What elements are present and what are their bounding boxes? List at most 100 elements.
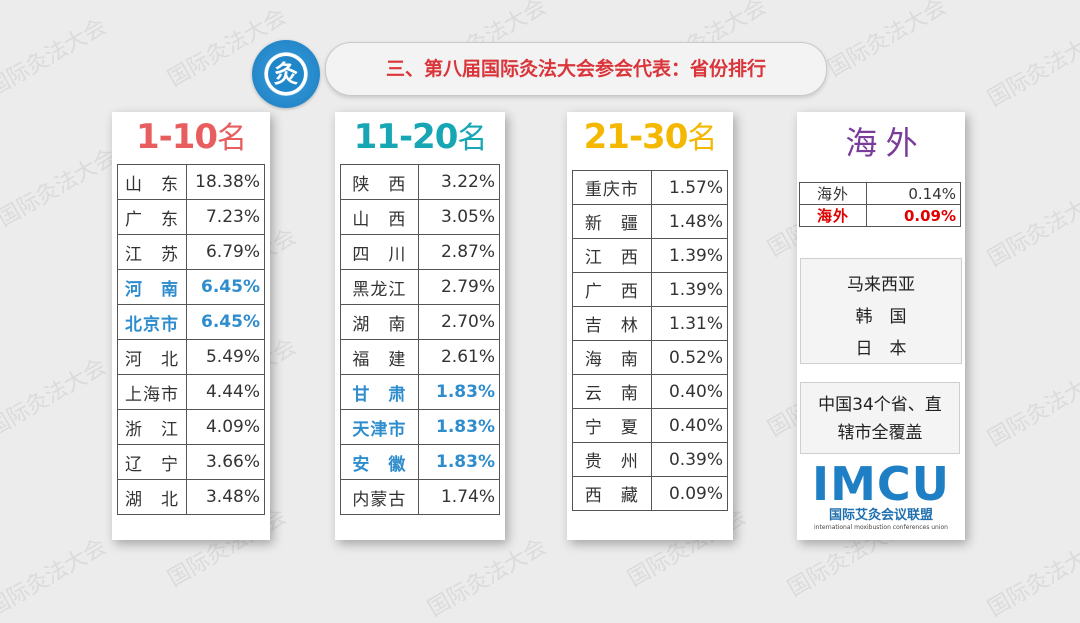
country-name: 日 本: [855, 339, 907, 359]
table-row: 江 苏 6.79%: [117, 234, 266, 270]
region-name: 陕 西: [340, 164, 419, 200]
region-percentage: 0.14%: [866, 182, 961, 205]
imcu-logo-text: IMCU: [811, 457, 950, 511]
overseas-heading: 海 外: [845, 124, 917, 162]
region-name: 福 建: [340, 339, 419, 375]
moxibustion-logo-icon: 灸: [268, 56, 304, 92]
region-percentage: 3.22%: [417, 164, 501, 200]
table-row: 湖 南 2.70%: [340, 304, 501, 340]
table-row: 辽 宁 3.66%: [117, 444, 266, 480]
table-row: 安 徽 1.83%: [340, 444, 501, 480]
region-name: 北京市: [117, 304, 187, 340]
table-row: 海 南 0.52%: [572, 340, 729, 375]
region-name: 海 南: [572, 340, 652, 375]
imcu-english-name: international moxibustion conferences un…: [814, 524, 948, 531]
region-name: 广 东: [117, 199, 187, 235]
coverage-line: 中国34个省、直: [818, 395, 942, 415]
region-percentage: 3.48%: [185, 479, 266, 515]
rank-range: 21-30: [583, 117, 689, 157]
table-row: 海外 0.09%: [798, 204, 961, 227]
region-name: 上海市: [117, 374, 187, 410]
region-percentage: 2.61%: [417, 339, 501, 375]
region-percentage: 0.40%: [650, 374, 729, 409]
region-percentage: 3.05%: [417, 199, 501, 235]
region-percentage: 5.49%: [185, 339, 266, 375]
rank-card-heading: 21-30名: [567, 112, 733, 162]
region-name: 浙 江: [117, 409, 187, 445]
table-row: 重庆市 1.57%: [572, 170, 729, 205]
watermark-text: 国际灸法大会: [823, 0, 951, 82]
table-row: 甘 肃 1.83%: [340, 374, 501, 410]
watermark-text: 国际灸法大会: [983, 364, 1080, 452]
table-row: 宁 夏 0.40%: [572, 408, 729, 443]
table-row: 河 北 5.49%: [117, 339, 266, 375]
region-name: 山 东: [117, 164, 187, 200]
rank-unit: 名: [687, 121, 717, 156]
region-percentage: 3.66%: [185, 444, 266, 480]
watermark-text: 国际灸法大会: [0, 14, 111, 102]
region-name: 河 北: [117, 339, 187, 375]
table-row: 江 西 1.39%: [572, 238, 729, 273]
imcu-chinese-name: 国际艾灸会议联盟: [828, 508, 933, 523]
region-name: 黑龙江: [340, 269, 419, 305]
watermark-text: 国际灸法大会: [0, 354, 111, 442]
table-row: 湖 北 3.48%: [117, 479, 266, 515]
region-percentage: 0.09%: [650, 476, 729, 511]
region-percentage: 6.45%: [185, 304, 266, 340]
coverage-box: 中国34个省、直 辖市全覆盖: [800, 382, 960, 454]
region-percentage: 1.31%: [650, 306, 729, 341]
rank-range: 1-10: [135, 117, 218, 157]
table-row: 吉 林 1.31%: [572, 306, 729, 341]
region-percentage: 1.83%: [417, 409, 501, 445]
region-percentage: 0.52%: [650, 340, 729, 375]
rank-table: 重庆市 1.57% 新 疆 1.48% 江 西 1.39% 广 西 1.39% 吉 林 1.31%…: [572, 170, 729, 511]
country-name: 马来西亚: [847, 275, 915, 295]
table-row: 内蒙古 1.74%: [340, 479, 501, 515]
table-row: 天津市 1.83%: [340, 409, 501, 445]
region-name: 江 苏: [117, 234, 187, 270]
rank-unit: 名: [217, 121, 247, 156]
region-name: 四 川: [340, 234, 419, 270]
table-row: 云 南 0.40%: [572, 374, 729, 409]
table-row: 陕 西 3.22%: [340, 164, 501, 200]
region-name: 天津市: [340, 409, 419, 445]
region-name: 吉 林: [572, 306, 652, 341]
watermark-text: 国际灸法大会: [0, 534, 111, 622]
watermark-text: 国际灸法大会: [983, 184, 1080, 272]
table-row: 河 南 6.45%: [117, 269, 266, 305]
region-percentage: 4.09%: [185, 409, 266, 445]
region-name: 内蒙古: [340, 479, 419, 515]
table-row: 贵 州 0.39%: [572, 442, 729, 477]
region-name: 海外: [798, 182, 868, 205]
region-percentage: 6.79%: [185, 234, 266, 270]
country-name: 韩 国: [855, 307, 907, 327]
region-name: 江 西: [572, 238, 652, 273]
rank-card-heading: 11-20名: [335, 112, 505, 162]
region-percentage: 0.40%: [650, 408, 729, 443]
overseas-card: 海 外 海外 0.14% 海外 0.09% 马来西亚韩 国日 本 中国34个省、直 辖…: [797, 112, 965, 540]
rank-range: 11-20: [353, 117, 459, 157]
rank-card-11-20: 11-20名 陕 西 3.22% 山 西 3.05% 四 川 2.87% 黑龙江 2.79% 湖…: [335, 112, 505, 540]
table-row: 北京市 6.45%: [117, 304, 266, 340]
region-name: 贵 州: [572, 442, 652, 477]
table-row: 浙 江 4.09%: [117, 409, 266, 445]
region-percentage: 2.70%: [417, 304, 501, 340]
watermark-text: 国际灸法大会: [983, 24, 1080, 112]
region-name: 云 南: [572, 374, 652, 409]
region-name: 山 西: [340, 199, 419, 235]
rank-card-heading: 1-10名: [112, 112, 270, 162]
region-percentage: 1.48%: [650, 204, 729, 239]
table-row: 四 川 2.87%: [340, 234, 501, 270]
region-percentage: 7.23%: [185, 199, 266, 235]
region-percentage: 1.39%: [650, 238, 729, 273]
region-name: 湖 南: [340, 304, 419, 340]
watermark-text: 国际灸法大会: [423, 534, 551, 622]
region-name: 甘 肃: [340, 374, 419, 410]
region-percentage: 1.83%: [417, 374, 501, 410]
imcu-logo: IMCU 国际艾灸会议联盟 international moxibustion …: [797, 460, 965, 532]
region-percentage: 1.83%: [417, 444, 501, 480]
region-percentage: 6.45%: [185, 269, 266, 305]
table-row: 海外 0.14%: [798, 182, 961, 205]
region-name: 新 疆: [572, 204, 652, 239]
rank-card-1-10: 1-10名 山 东 18.38% 广 东 7.23% 江 苏 6.79% 河 南 6.45% 北…: [112, 112, 270, 540]
